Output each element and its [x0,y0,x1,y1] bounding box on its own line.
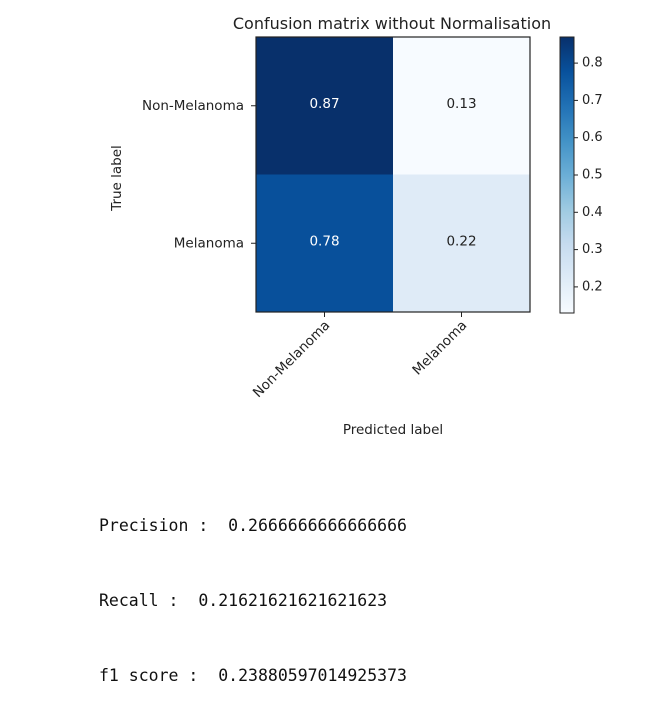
heatmap-cell [393,37,530,175]
y-axis-ticks: Non-Melanoma Melanoma [142,98,256,251]
cell-value-label: 0.22 [446,233,476,249]
colorbar-tick-label: 0.6 [582,130,603,145]
x-tick-label: Non-Melanoma [250,318,333,401]
precision-label: Precision : [99,516,209,535]
y-tick-label: Melanoma [174,235,244,251]
x-tick-label: Melanoma [409,318,470,379]
colorbar-ticks: 0.2 0.3 0.4 0.5 0.6 0.7 0.8 [574,56,603,294]
heatmap-cell [256,37,393,175]
heatmap-cell-labels: 0.87 0.13 0.78 0.22 [309,96,476,250]
x-axis-ticks: Non-Melanoma Melanoma [250,312,470,401]
cell-value-label: 0.87 [309,96,339,112]
precision-value: 0.2666666666666666 [228,516,407,535]
colorbar-tick-label: 0.8 [582,56,603,71]
metrics-output: Precision : 0.2666666666666666 Recall : … [99,463,407,713]
colorbar-tick-label: 0.5 [582,168,603,183]
f1-label: f1 score : [99,666,199,685]
colorbar-tick-label: 0.4 [582,205,603,220]
f1-line: f1 score : 0.23880597014925373 [99,663,407,688]
x-axis-label: Predicted label [343,422,443,438]
cell-value-label: 0.78 [309,233,339,249]
recall-label: Recall : [99,591,179,610]
cell-value-label: 0.13 [446,96,476,112]
heatmap-cell [393,174,530,312]
y-tick-label: Non-Melanoma [142,98,244,114]
heatmap-cells [256,37,530,312]
colorbar-tick-label: 0.3 [582,242,603,257]
recall-line: Recall : 0.21621621621621623 [99,588,407,613]
confusion-matrix-figure: Confusion matrix without Normalisation T… [109,14,603,438]
recall-value: 0.21621621621621623 [198,591,388,610]
colorbar-tick-label: 0.7 [582,93,603,108]
heatmap-frame [255,36,531,313]
heatmap-cell [256,174,393,312]
f1-value: 0.23880597014925373 [218,666,407,685]
y-axis-label: True label [109,145,125,212]
chart-title: Confusion matrix without Normalisation [233,14,551,33]
colorbar-tick-label: 0.2 [582,279,603,294]
colorbar [559,36,575,314]
precision-line: Precision : 0.2666666666666666 [99,513,407,538]
